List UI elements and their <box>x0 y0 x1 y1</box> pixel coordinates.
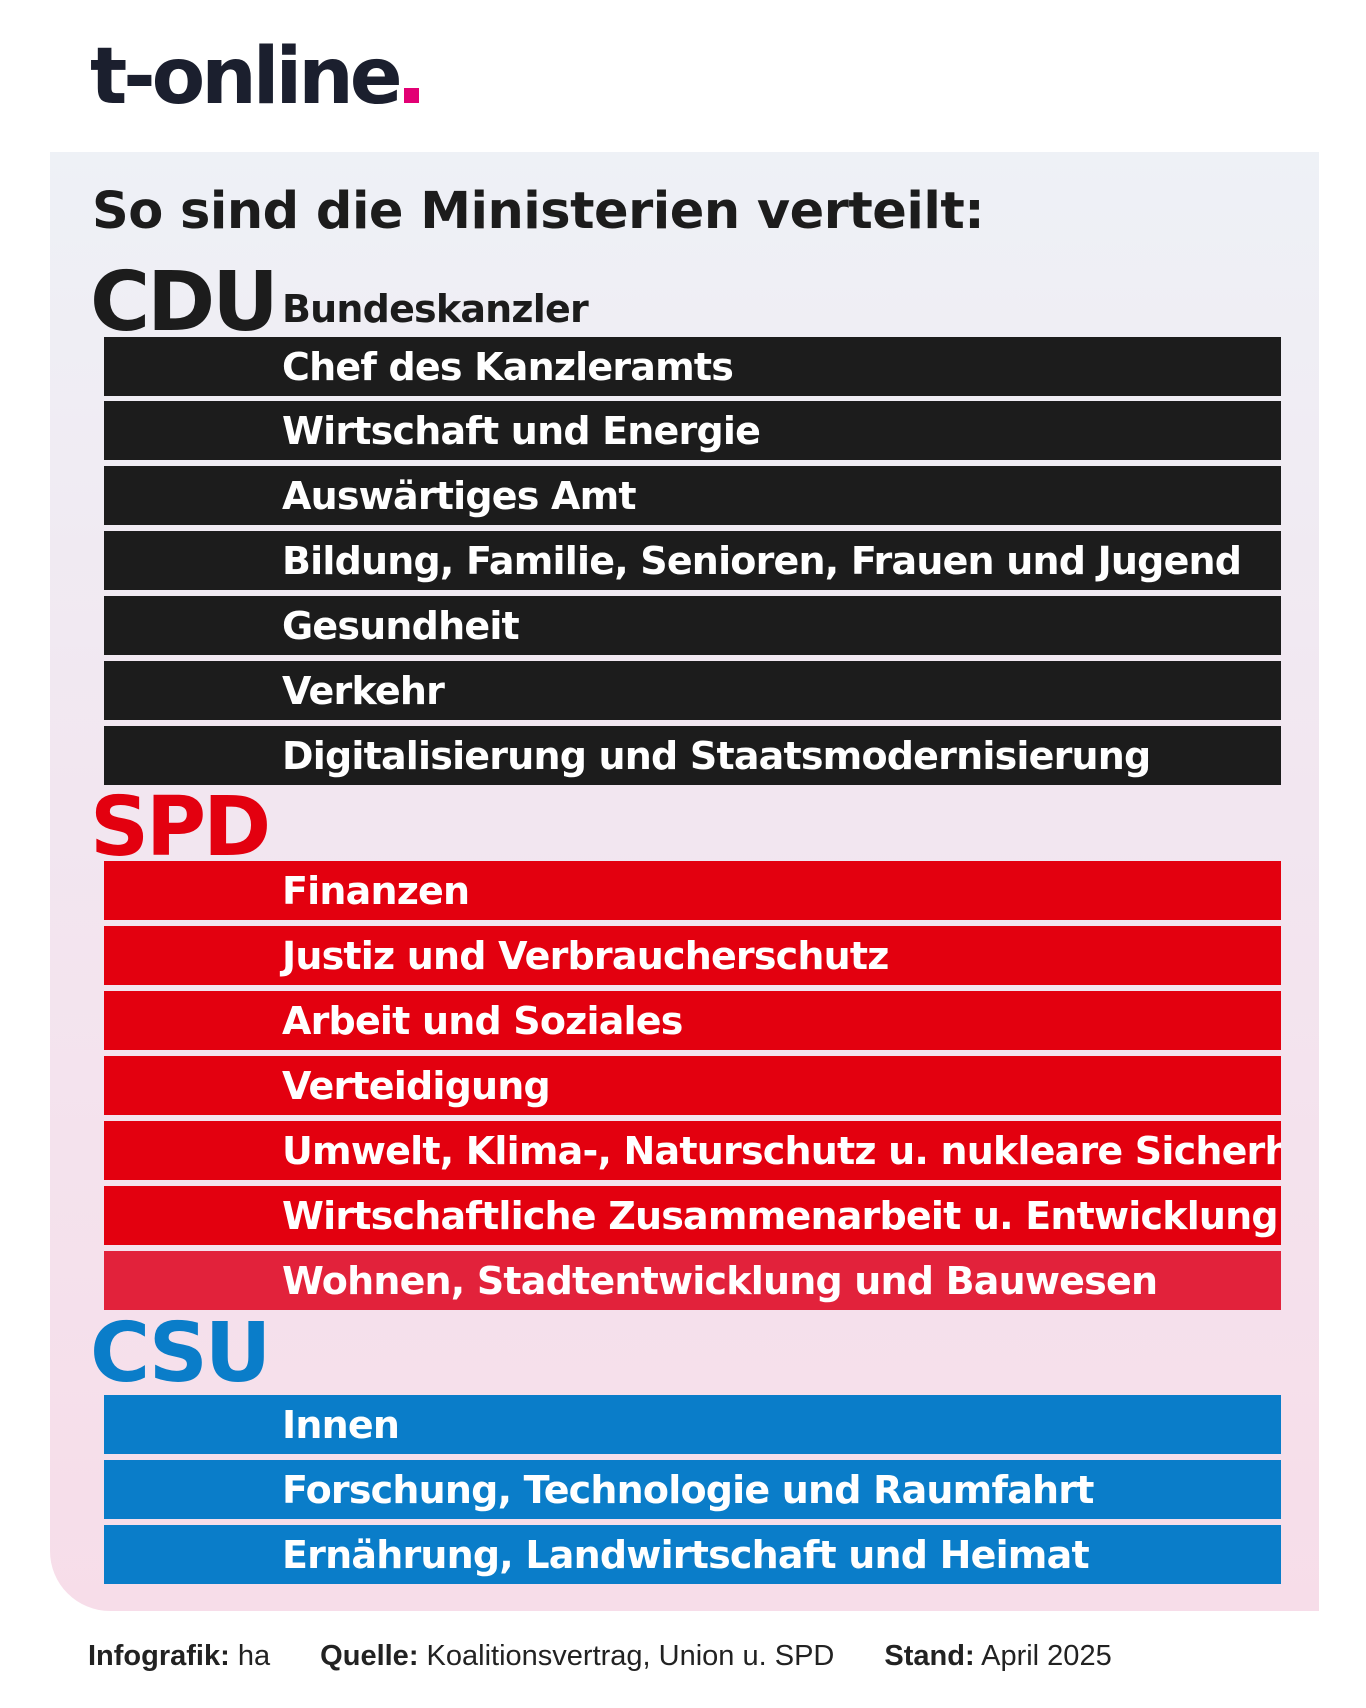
ministry-row: Auswärtiges Amt <box>104 466 1281 525</box>
ministry-row: Ernährung, Landwirtschaft und Heimat <box>104 1525 1281 1584</box>
footer-stand: Stand: April 2025 <box>884 1640 1111 1673</box>
ministry-row: Innen <box>104 1395 1281 1454</box>
party-label-cdu: CDU <box>90 255 279 350</box>
footer-stand-value: April 2025 <box>981 1640 1112 1672</box>
party-label-csu: CSU <box>90 1306 271 1401</box>
logo-dot-icon <box>403 88 419 103</box>
ministry-row: Umwelt, Klima-, Naturschutz u. nukleare … <box>104 1121 1281 1180</box>
ministry-row: Arbeit und Soziales <box>104 991 1281 1050</box>
ministry-row: Bildung, Familie, Senioren, Frauen und J… <box>104 531 1281 590</box>
footer-infografik-label: Infografik: <box>88 1640 230 1672</box>
footer-credits: Infografik: ha Quelle: Koalitionsvertrag… <box>88 1640 1154 1673</box>
ministry-row: Forschung, Technologie und Raumfahrt <box>104 1460 1281 1519</box>
ministry-row: Justiz und Verbraucherschutz <box>104 926 1281 985</box>
footer-infografik: Infografik: ha <box>88 1640 270 1673</box>
footer-infografik-value: ha <box>237 1640 271 1672</box>
logo-text: t-online <box>90 32 403 122</box>
ministry-row: Wohnen, Stadtentwicklung und Bauwesen <box>104 1251 1281 1310</box>
t-online-logo: t-online <box>90 38 419 116</box>
ministry-row: Finanzen <box>104 861 1281 920</box>
ministry-row: Bundeskanzler <box>282 286 589 331</box>
ministry-row: Digitalisierung und Staatsmodernisierung <box>104 726 1281 785</box>
infographic-heading: So sind die Ministerien verteilt: <box>92 182 985 241</box>
ministry-row: Wirtschaft und Energie <box>104 401 1281 460</box>
party-label-spd: SPD <box>90 780 271 875</box>
ministry-row: Gesundheit <box>104 596 1281 655</box>
ministry-row: Chef des Kanzleramts <box>104 337 1281 396</box>
footer-quelle-value: Koalitionsvertrag, Union u. SPD <box>426 1640 835 1672</box>
footer-quelle-label: Quelle: <box>320 1640 419 1672</box>
ministry-row: Verkehr <box>104 661 1281 720</box>
ministry-row: Wirtschaftliche Zusammenarbeit u. Entwic… <box>104 1186 1281 1245</box>
footer-stand-label: Stand: <box>884 1640 975 1672</box>
ministry-row: Verteidigung <box>104 1056 1281 1115</box>
footer-quelle: Quelle: Koalitionsvertrag, Union u. SPD <box>320 1640 834 1673</box>
